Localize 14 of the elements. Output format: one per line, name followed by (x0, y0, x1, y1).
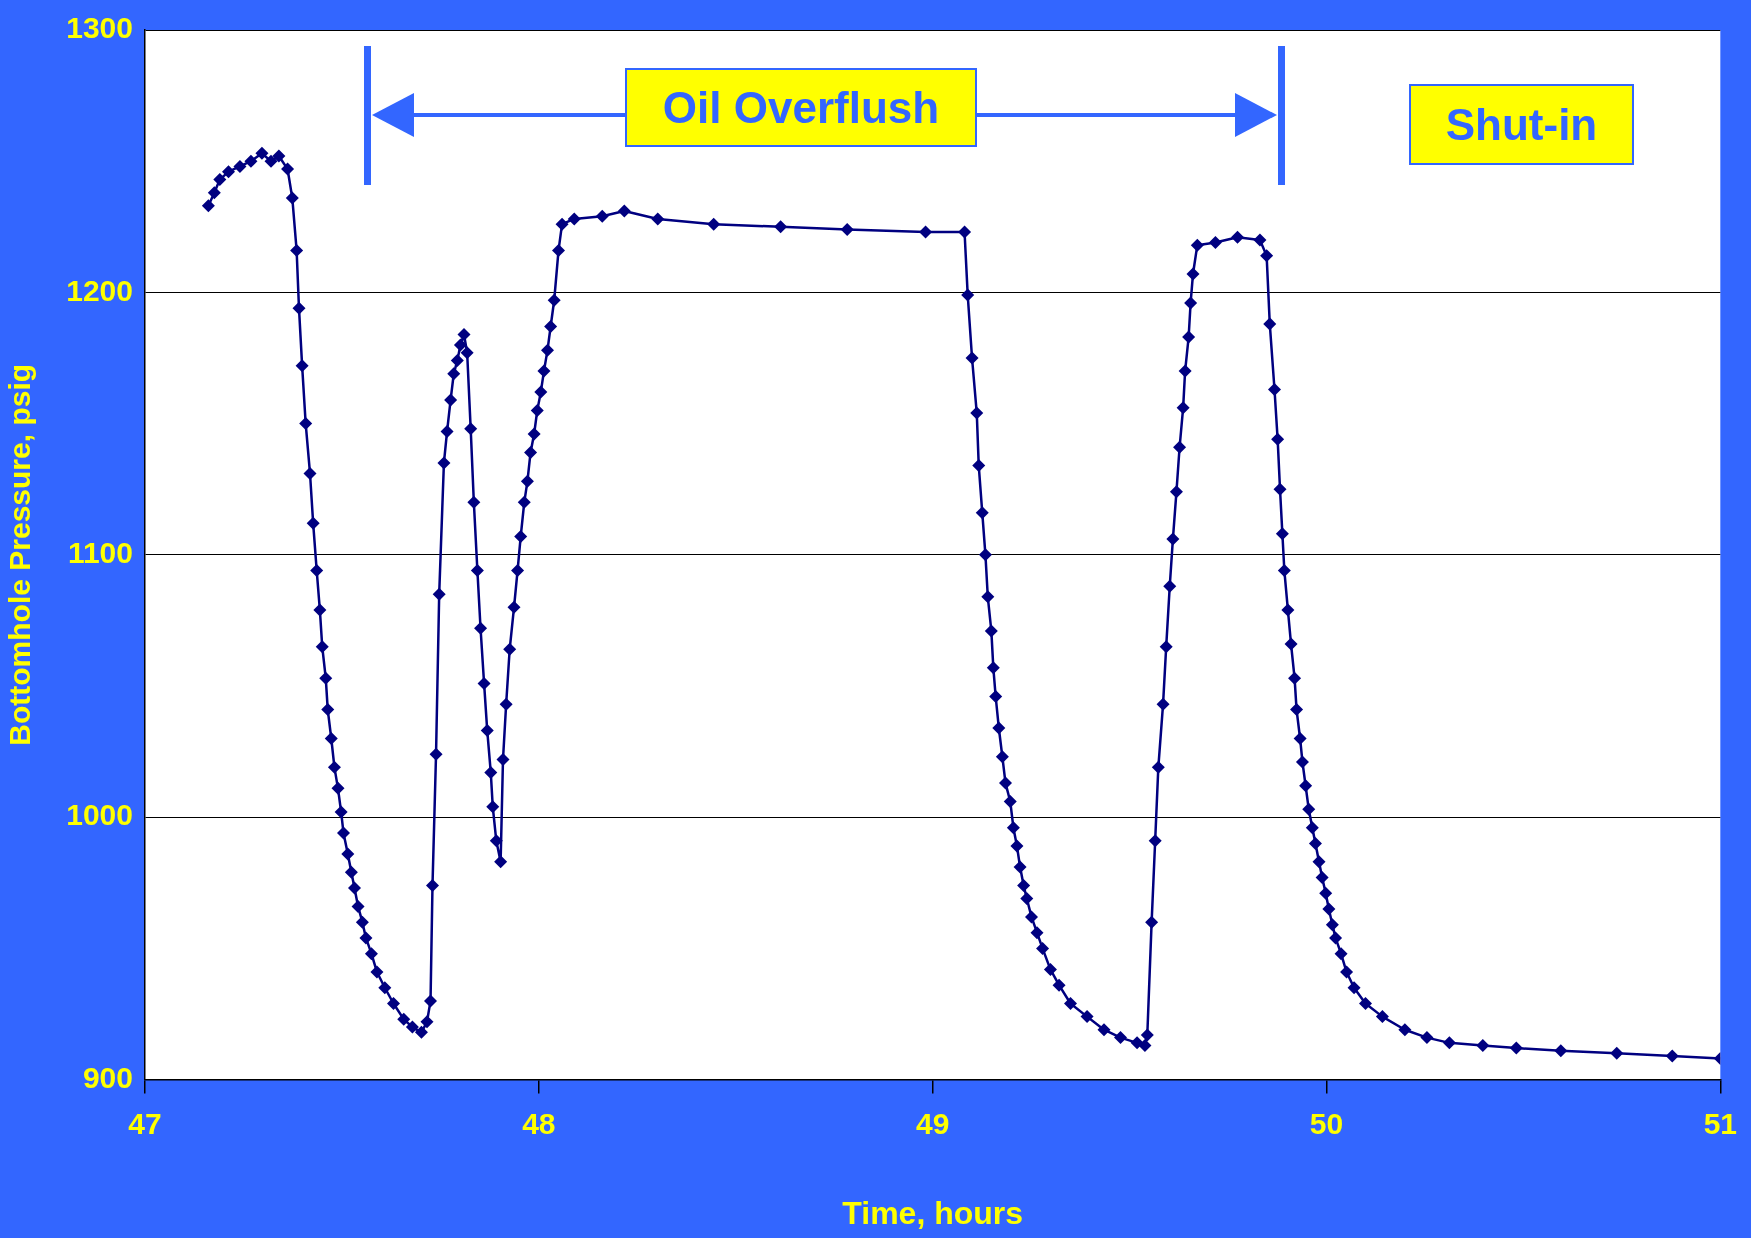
x-axis-title: Time, hours (842, 1194, 1024, 1231)
y-tick-label: 900 (82, 1060, 133, 1094)
y-tick-label: 1000 (66, 798, 133, 832)
x-tick-label: 51 (1703, 1106, 1737, 1140)
x-tick-label: 49 (915, 1106, 950, 1140)
x-tick-label: 47 (128, 1106, 162, 1140)
y-tick-label: 1300 (66, 11, 133, 45)
annotation: Oil Overflush (625, 68, 977, 147)
y-axis-title: Bottomhole Pressure, psig (3, 363, 37, 746)
x-tick-label: 50 (1309, 1106, 1344, 1140)
y-tick-label: 1100 (67, 536, 133, 570)
x-tick-label: 48 (522, 1106, 556, 1140)
annotation: Shut-in (1409, 84, 1634, 165)
y-tick-label: 1200 (66, 273, 133, 307)
